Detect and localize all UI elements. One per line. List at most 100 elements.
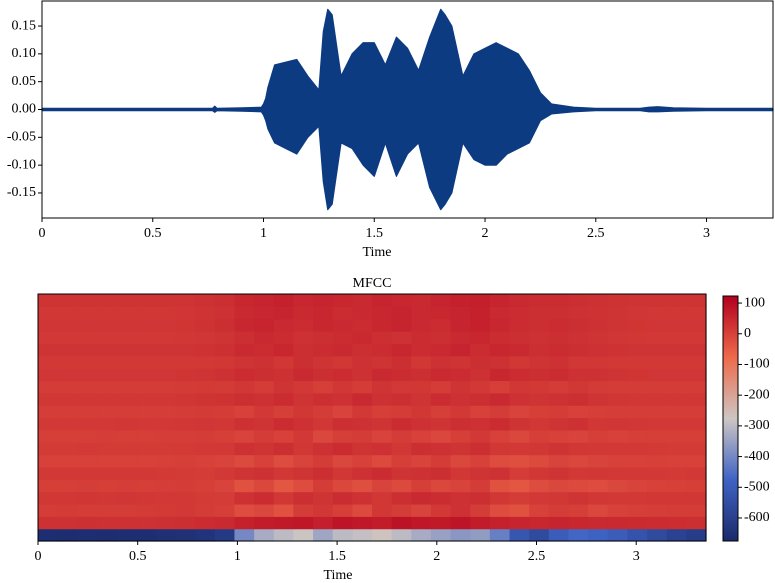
- mfcc-cell: [391, 516, 412, 530]
- mfcc-cell: [470, 442, 491, 456]
- mfcc-cell: [588, 503, 609, 517]
- mfcc-cell: [647, 331, 668, 344]
- mfcc-cell: [568, 417, 589, 431]
- mfcc-cell: [175, 442, 196, 456]
- mfcc-cell: [529, 343, 550, 357]
- mfcc-cell: [195, 294, 216, 307]
- mfcc-cell: [627, 491, 648, 505]
- mfcc-cell: [136, 429, 157, 443]
- mfcc-cell: [155, 454, 177, 468]
- mfcc-cell: [450, 528, 471, 542]
- mfcc-cell: [627, 429, 648, 443]
- mfcc-cell: [57, 405, 78, 419]
- mfcc-cell: [607, 355, 629, 369]
- mfcc-cell: [568, 405, 589, 419]
- mfcc-cell: [411, 380, 432, 394]
- mfcc-cell: [234, 380, 255, 394]
- mfcc-cell: [548, 318, 570, 332]
- mfcc-cell: [430, 491, 452, 505]
- mfcc-cell: [155, 491, 177, 505]
- mfcc-cell: [332, 429, 353, 443]
- mfcc-cell: [529, 503, 550, 517]
- mfcc-cell: [313, 380, 334, 394]
- mfcc-cell: [588, 306, 609, 320]
- mfcc-cell: [607, 429, 629, 443]
- mfcc-cell: [686, 442, 707, 456]
- mfcc-cell: [273, 466, 295, 480]
- mfcc-cell: [254, 503, 275, 517]
- mfcc-cell: [666, 355, 687, 369]
- mfcc-cell: [470, 294, 491, 307]
- mfcc-cell: [155, 331, 177, 344]
- mfcc-cell: [38, 343, 59, 357]
- x-axis-label: Time: [323, 568, 352, 583]
- mfcc-cell: [607, 380, 629, 394]
- mfcc-cell: [548, 368, 570, 382]
- colorbar-tick-label: -100: [744, 357, 770, 372]
- mfcc-cell: [214, 405, 236, 419]
- mfcc-cell: [391, 442, 412, 456]
- mfcc-cell: [450, 380, 471, 394]
- mfcc-cell: [136, 479, 157, 493]
- mfcc-cell: [450, 355, 471, 369]
- mfcc-cell: [509, 528, 530, 542]
- mfcc-cell: [647, 528, 668, 542]
- mfcc-cell: [116, 331, 137, 344]
- mfcc-cell: [136, 392, 157, 406]
- mfcc-cell: [450, 368, 471, 382]
- mfcc-cell: [352, 294, 373, 307]
- mfcc-title: MFCC: [353, 276, 392, 291]
- mfcc-cell: [686, 429, 707, 443]
- mfcc-cell: [489, 306, 511, 320]
- mfcc-cell: [411, 392, 432, 406]
- mfcc-cell: [470, 331, 491, 344]
- mfcc-cell: [529, 429, 550, 443]
- mfcc-cell: [38, 355, 59, 369]
- mfcc-cell: [489, 491, 511, 505]
- mfcc-cell: [627, 516, 648, 530]
- mfcc-cell: [175, 318, 196, 332]
- mfcc-cell: [214, 479, 236, 493]
- mfcc-cell: [647, 355, 668, 369]
- mfcc-cell: [450, 442, 471, 456]
- mfcc-cell: [254, 442, 275, 456]
- mfcc-cell: [430, 318, 452, 332]
- mfcc-cell: [96, 528, 118, 542]
- mfcc-cell: [509, 429, 530, 443]
- mfcc-cell: [411, 331, 432, 344]
- mfcc-cell: [136, 516, 157, 530]
- mfcc-cell: [57, 454, 78, 468]
- mfcc-cell: [391, 318, 412, 332]
- y-tick-label: 0.10: [12, 46, 37, 61]
- mfcc-cell: [568, 454, 589, 468]
- mfcc-cell: [57, 368, 78, 382]
- mfcc-cell: [568, 491, 589, 505]
- mfcc-cell: [588, 343, 609, 357]
- mfcc-cell: [195, 454, 216, 468]
- mfcc-cell: [155, 355, 177, 369]
- mfcc-cell: [273, 343, 295, 357]
- mfcc-cell: [529, 516, 550, 530]
- mfcc-cell: [332, 466, 353, 480]
- mfcc-cell: [470, 454, 491, 468]
- colorbar-tick-label: 100: [744, 295, 765, 310]
- mfcc-cell: [411, 417, 432, 431]
- mfcc-cell: [332, 294, 353, 307]
- mfcc-cell: [391, 429, 412, 443]
- mfcc-cell: [568, 528, 589, 542]
- y-tick-label: 0.15: [12, 18, 37, 33]
- mfcc-cell: [195, 306, 216, 320]
- mfcc-cell: [96, 417, 118, 431]
- mfcc-cell: [254, 429, 275, 443]
- x-tick-label: 1.5: [328, 549, 346, 564]
- mfcc-cell: [273, 528, 295, 542]
- mfcc-cell: [214, 466, 236, 480]
- mfcc-cell: [372, 454, 393, 468]
- mfcc-cell: [686, 355, 707, 369]
- mfcc-cell: [666, 306, 687, 320]
- mfcc-cell: [372, 479, 393, 493]
- mfcc-cell: [195, 503, 216, 517]
- mfcc-cell: [77, 442, 98, 456]
- mfcc-cell: [352, 318, 373, 332]
- mfcc-cell: [372, 318, 393, 332]
